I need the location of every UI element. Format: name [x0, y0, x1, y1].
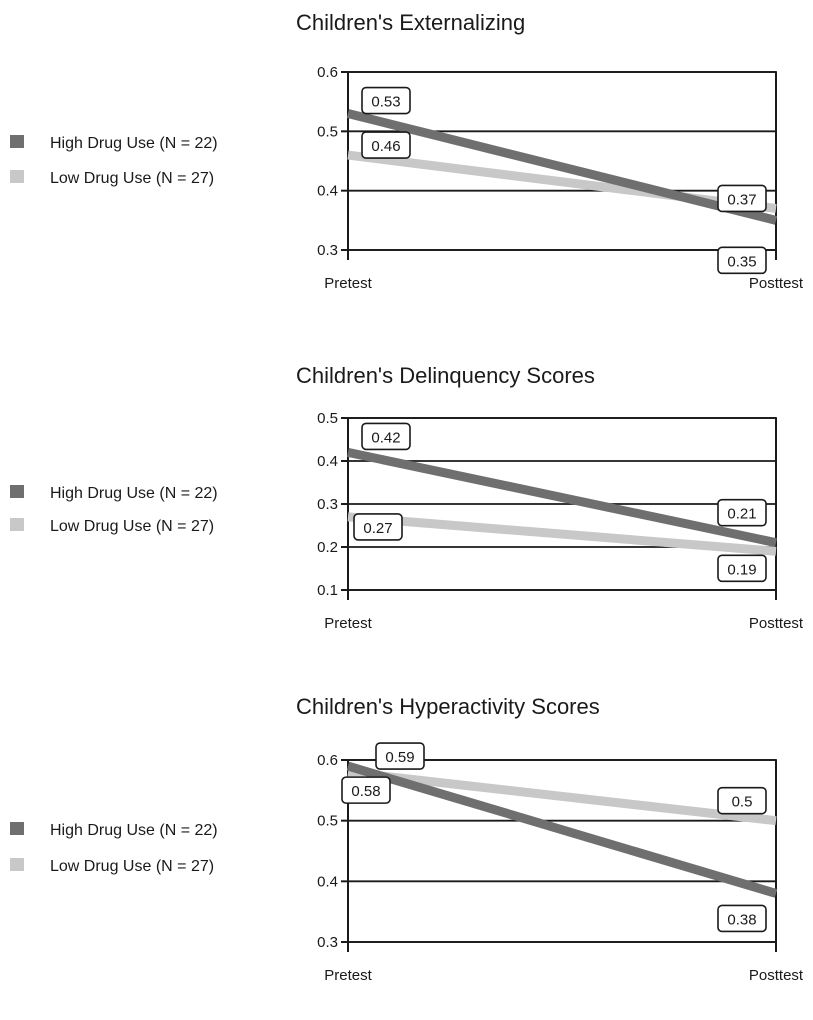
data-label-box-1-0	[353, 513, 403, 541]
chart-title: Children's Delinquency Scores	[296, 363, 595, 388]
data-label-0-0: 0.42	[371, 429, 400, 446]
data-label-box-0-1	[717, 498, 767, 527]
chart-title: Children's Hyperactivity Scores	[296, 694, 600, 719]
chart-title: Children's Externalizing	[296, 10, 525, 35]
chart-svg-externalizing: Children's Externalizing High Drug Use (N…	[10, 10, 804, 292]
y-tick-label-2: 0.5	[317, 813, 338, 830]
data-label-box-1-0	[341, 776, 391, 804]
legend-swatch-0	[10, 485, 24, 498]
y-tick-label-2: 0.5	[317, 123, 338, 140]
legend-label-1: Low Drug Use (N = 27)	[50, 858, 214, 875]
y-tick-label-1: 0.4	[317, 183, 338, 200]
series-line-0	[346, 761, 778, 898]
legend-label-0: High Drug Use (N = 22)	[50, 822, 218, 839]
data-label-1-1: 0.19	[727, 561, 756, 578]
chart-0: Children's Externalizing High Drug Use (N…	[10, 10, 804, 292]
legend-label-1: Low Drug Use (N = 27)	[50, 518, 214, 535]
y-tick-label-3: 0.4	[317, 453, 338, 470]
legend-label-0: High Drug Use (N = 22)	[50, 485, 218, 502]
data-label-0-1: 0.38	[727, 911, 756, 928]
data-label-box-0-0	[361, 422, 411, 451]
chart-panel-hyperactivity: Children's Hyperactivity Scores High Drug…	[0, 690, 813, 1020]
chart-panel-delinquency: Children's Delinquency Scores High Drug U…	[0, 350, 813, 680]
data-label-box-0-1	[717, 904, 767, 933]
x-category-label-0: Pretest	[324, 967, 372, 984]
legend-swatch-1	[10, 858, 24, 871]
series-line-0	[347, 447, 777, 548]
x-category-label-1: Posttest	[749, 275, 804, 292]
data-label-1-1: 0.37	[727, 191, 756, 208]
data-label-box-1-1	[717, 786, 767, 815]
x-category-label-0: Pretest	[324, 615, 372, 632]
series-line-0	[346, 109, 778, 225]
y-tick-label-4: 0.5	[317, 410, 338, 427]
legend-swatch-0	[10, 822, 24, 835]
legend-swatch-1	[10, 170, 24, 183]
y-tick-label-1: 0.4	[317, 873, 338, 890]
data-label-box-1-0	[361, 131, 411, 159]
legend-swatch-0	[10, 135, 24, 148]
chart-svg-hyperactivity: Children's Hyperactivity Scores High Drug…	[10, 694, 804, 984]
y-tick-label-2: 0.3	[317, 496, 338, 513]
chart-1: Children's Delinquency Scores High Drug U…	[10, 363, 804, 632]
x-category-label-1: Posttest	[749, 967, 804, 984]
chart-panel-externalizing: Children's Externalizing High Drug Use (N…	[0, 0, 813, 330]
data-label-0-0: 0.53	[371, 94, 400, 111]
legend-label-0: High Drug Use (N = 22)	[50, 135, 218, 152]
y-tick-label-0: 0.3	[317, 242, 338, 259]
data-label-box-0-0	[361, 86, 411, 115]
x-category-label-1: Posttest	[749, 615, 804, 632]
y-tick-label-0: 0.3	[317, 934, 338, 951]
legend-swatch-1	[10, 518, 24, 531]
data-label-1-0: 0.27	[363, 520, 392, 537]
data-label-box-0-0	[375, 742, 425, 770]
data-label-0-1: 0.21	[727, 506, 756, 523]
legend-label-1: Low Drug Use (N = 27)	[50, 170, 214, 187]
x-category-label-0: Pretest	[324, 275, 372, 292]
data-label-box-0-1	[717, 246, 767, 275]
series-line-1	[347, 767, 777, 826]
series-line-1	[347, 512, 777, 556]
data-label-box-1-1	[717, 554, 767, 583]
chart-2: Children's Hyperactivity Scores High Drug…	[10, 694, 804, 984]
y-tick-label-3: 0.6	[317, 752, 338, 769]
data-label-1-0: 0.46	[371, 138, 400, 155]
y-tick-label-0: 0.1	[317, 582, 338, 599]
data-label-1-1: 0.5	[732, 794, 753, 811]
data-label-0-1: 0.35	[727, 253, 756, 270]
data-label-box-1-1	[717, 184, 767, 213]
data-label-1-0: 0.58	[351, 783, 380, 800]
chart-svg-delinquency: Children's Delinquency Scores High Drug U…	[10, 363, 804, 632]
data-label-0-0: 0.59	[385, 749, 414, 766]
y-tick-label-1: 0.2	[317, 539, 338, 556]
y-tick-label-3: 0.6	[317, 64, 338, 81]
